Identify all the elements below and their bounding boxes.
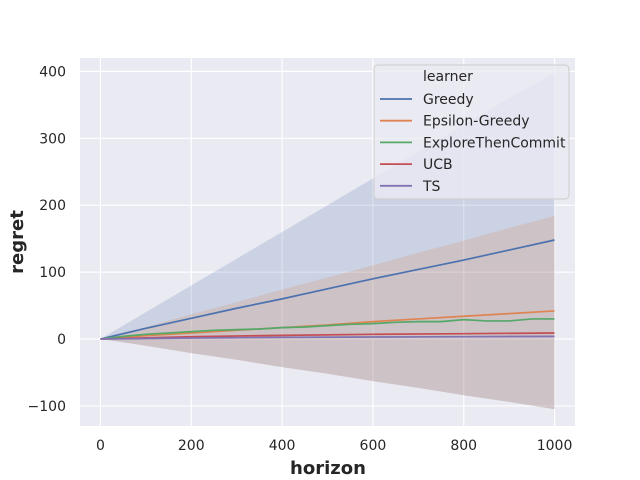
series-line-ts [100,335,555,340]
legend-label: Epsilon-Greedy [423,114,530,130]
legend-label: ExploreThenCommit [423,135,566,151]
legend-title: learner [423,69,473,85]
x-axis-ticks: 0 200 400 600 800 1000 [96,438,572,454]
x-axis-label: horizon [290,458,366,479]
series-line-explorethencommit [100,318,555,340]
x-tick-label: 200 [178,438,205,454]
series-line-ucb [100,332,555,340]
y-tick-label: 400 [39,64,66,80]
x-tick-label: 800 [450,438,477,454]
y-tick-label: 300 [39,131,66,147]
y-tick-label: −100 [28,399,66,415]
x-tick-label: 0 [96,438,105,454]
legend-box [373,64,570,200]
x-tick-label: 600 [360,438,387,454]
legend-items: Greedy Epsilon-Greedy ExploreThenCommit UCB… [380,92,566,195]
series-line-greedy [100,239,555,340]
y-tick-label: 100 [39,265,66,281]
x-tick-label: 400 [269,438,296,454]
y-axis-label: regret [7,210,28,274]
y-tick-label: 0 [57,332,66,348]
legend-label: TS [422,179,441,195]
legend-label: Greedy [423,92,474,108]
y-axis-ticks: −100 0 100 200 300 400 [28,64,66,415]
x-tick-label: 1000 [537,438,573,454]
y-tick-label: 200 [39,198,66,214]
legend: learner Greedy Epsilon-Greedy ExploreThenC… [373,64,570,200]
legend-label: UCB [423,157,453,173]
series-lines [100,239,555,340]
